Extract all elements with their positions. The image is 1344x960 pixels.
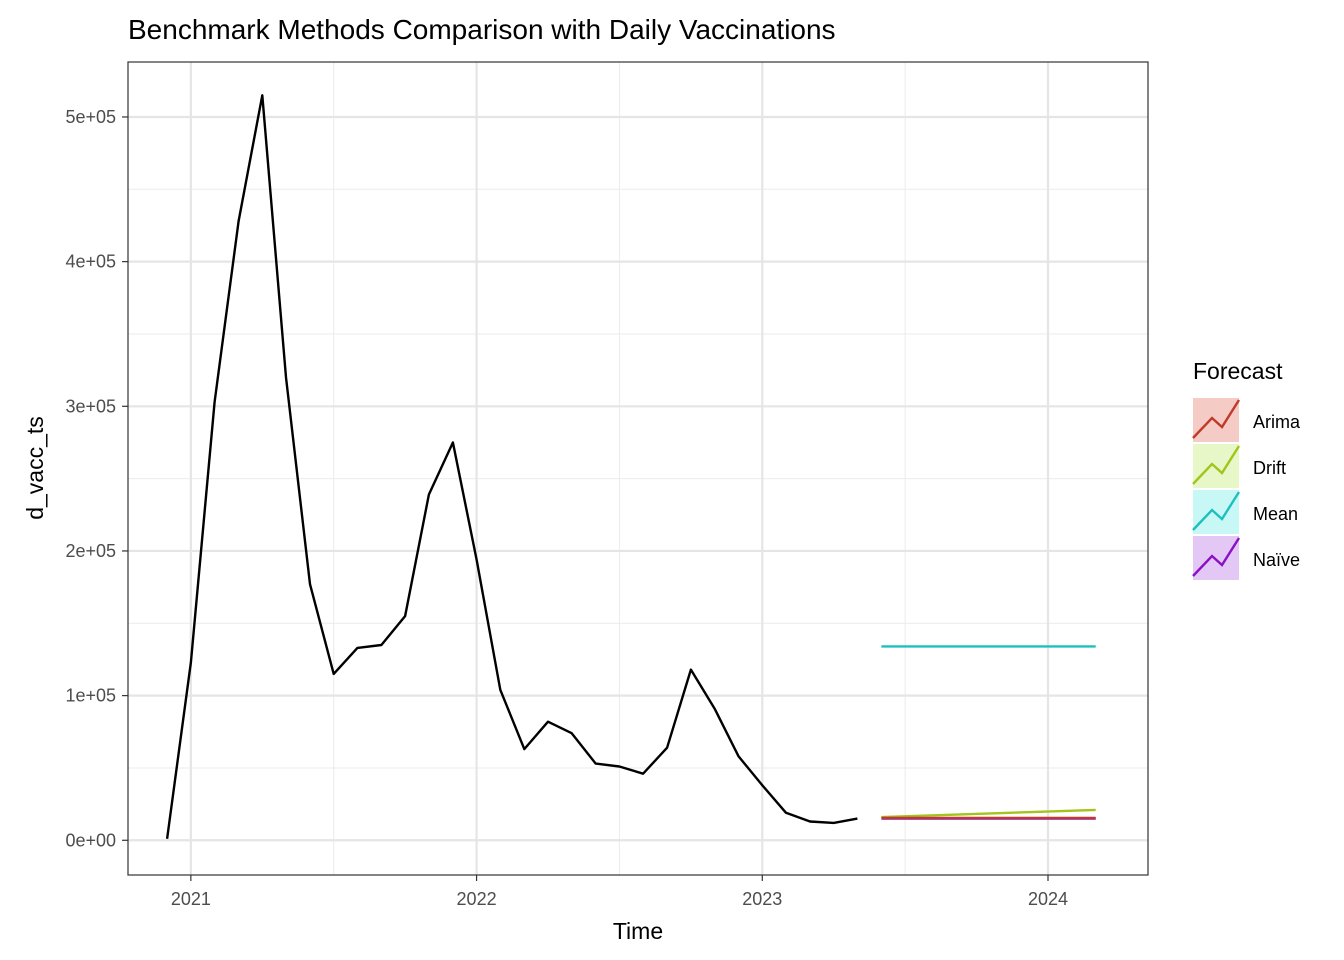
legend-key-line xyxy=(1192,445,1241,485)
legend-key-line xyxy=(1192,491,1241,531)
legend-key-line xyxy=(1192,537,1241,577)
legend-label: Drift xyxy=(1253,458,1286,478)
y-tick-label: 5e+05 xyxy=(65,107,116,127)
y-tick-label: 4e+05 xyxy=(65,252,116,272)
x-axis: 2021 2022 2023 2024 xyxy=(171,875,1068,909)
x-tick-label: 2024 xyxy=(1028,889,1068,909)
y-tick-label: 0e+00 xyxy=(65,830,116,850)
legend-label: Mean xyxy=(1253,504,1298,524)
y-tick-label: 2e+05 xyxy=(65,541,116,561)
legend-title: Forecast xyxy=(1193,358,1283,384)
forecast-series xyxy=(881,645,1096,820)
legend-label: Naïve xyxy=(1253,550,1300,570)
y-axis: 0e+00 1e+05 2e+05 3e+05 4e+05 5e+05 xyxy=(65,107,128,850)
legend: Forecast Arima Drift Mean Naïve xyxy=(1192,358,1301,580)
x-axis-title: Time xyxy=(613,918,663,944)
x-tick-label: 2021 xyxy=(171,889,211,909)
x-tick-label: 2022 xyxy=(457,889,497,909)
legend-label: Arima xyxy=(1253,412,1301,432)
y-axis-title: d_vacc_ts xyxy=(22,416,48,520)
y-tick-label: 1e+05 xyxy=(65,686,116,706)
y-tick-label: 3e+05 xyxy=(65,396,116,416)
x-tick-label: 2023 xyxy=(742,889,782,909)
chart-title: Benchmark Methods Comparison with Daily … xyxy=(128,14,836,45)
major-gridlines xyxy=(128,62,1148,875)
observed-line xyxy=(165,94,858,839)
minor-gridlines xyxy=(128,62,1148,875)
plot-panel-border xyxy=(127,61,1149,876)
observed-series xyxy=(165,94,858,839)
legend-key-line xyxy=(1192,399,1241,439)
forecast-line-drift xyxy=(881,808,1096,819)
